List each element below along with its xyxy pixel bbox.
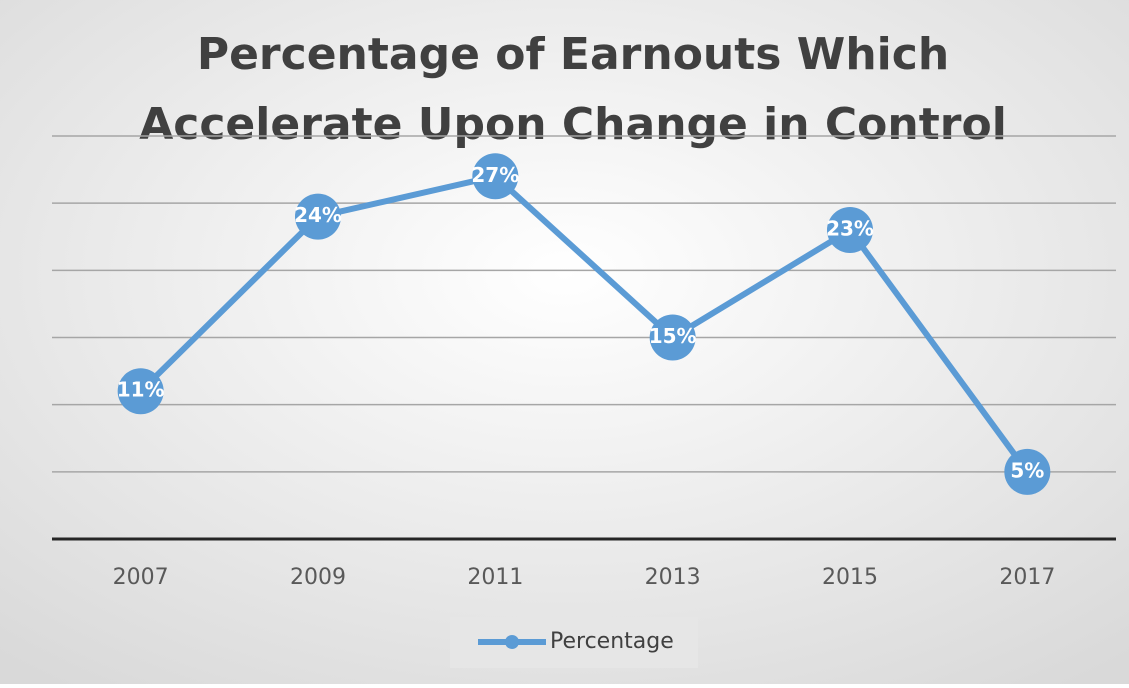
data-label: 27% <box>471 163 519 187</box>
series-line <box>138 173 1030 474</box>
plot: 11% 24% 27% 15% 23% 5% <box>117 153 1051 495</box>
data-point <box>649 314 696 361</box>
data-label: 5% <box>1010 458 1044 482</box>
data-point <box>295 193 341 240</box>
x-tick-label: 2015 <box>822 565 878 590</box>
x-tick-label: 2009 <box>290 565 346 590</box>
x-tick-label: 2007 <box>113 565 169 590</box>
data-label: 23% <box>826 217 874 241</box>
x-tick-label: 2017 <box>999 565 1055 590</box>
x-tick-label: 2011 <box>467 565 523 590</box>
chart-title: Percentage of Earnouts Which <box>197 29 949 80</box>
data-point <box>117 368 164 415</box>
data-point <box>1004 448 1051 495</box>
data-label: 11% <box>117 378 165 402</box>
data-label: 24% <box>294 203 342 227</box>
data-point <box>827 207 873 254</box>
chart-title: Accelerate Upon Change in Control <box>139 99 1007 150</box>
data-label: 15% <box>649 324 697 348</box>
x-tick-label: 2013 <box>645 565 701 590</box>
data-point <box>472 153 519 200</box>
legend-label: Percentage <box>550 629 674 654</box>
legend-marker <box>505 635 519 649</box>
grid <box>52 135 1116 541</box>
